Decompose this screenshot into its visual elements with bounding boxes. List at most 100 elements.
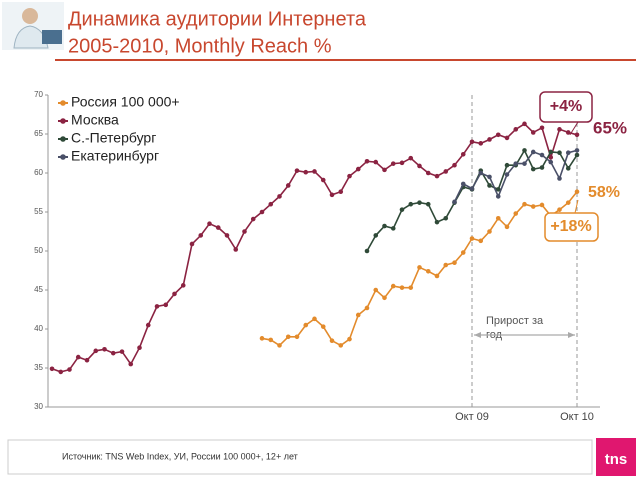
point — [347, 173, 352, 179]
legend-label: Москва — [71, 112, 119, 128]
point — [495, 132, 501, 138]
point — [574, 152, 580, 158]
point — [574, 148, 580, 153]
point — [443, 215, 449, 221]
subtitle: 2005-2010, Monthly Reach % — [68, 35, 332, 57]
point — [574, 189, 580, 195]
point — [390, 283, 396, 289]
y-tick-label: 50 — [34, 246, 43, 255]
point — [565, 166, 571, 171]
point — [119, 349, 125, 354]
point — [565, 150, 571, 156]
legend-label: Россия 100 000+ — [71, 94, 180, 110]
point — [294, 168, 300, 173]
point — [495, 215, 501, 221]
end-label: 58% — [588, 184, 620, 201]
point — [495, 194, 501, 199]
point — [487, 183, 492, 188]
point — [548, 149, 554, 155]
point — [224, 233, 230, 238]
point — [49, 366, 55, 372]
point — [373, 159, 379, 165]
point — [364, 159, 370, 164]
point — [285, 183, 291, 188]
point — [364, 248, 370, 254]
point — [84, 357, 90, 363]
point — [565, 130, 571, 135]
point — [478, 170, 484, 176]
point — [522, 161, 527, 166]
point — [530, 149, 536, 155]
point — [320, 177, 326, 183]
photo — [2, 2, 64, 50]
point — [443, 262, 449, 268]
y-tick-label: 70 — [34, 90, 43, 99]
point — [320, 324, 326, 329]
point — [425, 170, 431, 176]
point — [487, 137, 492, 142]
point — [93, 348, 99, 354]
point — [530, 130, 536, 135]
point — [382, 167, 387, 173]
point — [137, 345, 142, 351]
point — [285, 334, 291, 340]
point — [145, 322, 151, 328]
point — [460, 250, 466, 255]
point — [408, 155, 414, 161]
reference-label-bg — [559, 410, 595, 424]
series-line — [453, 149, 578, 203]
point — [460, 181, 466, 187]
point — [277, 194, 282, 199]
point — [452, 260, 457, 266]
point — [154, 304, 160, 309]
point — [303, 322, 309, 328]
callout-text: +4% — [550, 98, 582, 115]
point — [557, 150, 562, 156]
legend-marker — [60, 154, 66, 160]
point — [452, 162, 457, 168]
point — [557, 207, 562, 212]
point — [460, 151, 466, 157]
point — [215, 225, 221, 230]
point — [417, 163, 422, 169]
point — [128, 361, 134, 367]
point — [242, 229, 247, 234]
legend-marker — [60, 100, 66, 106]
y-tick-label: 30 — [34, 402, 43, 411]
callout-box — [539, 91, 593, 123]
point — [399, 207, 405, 212]
point — [530, 166, 536, 172]
point — [163, 302, 169, 308]
point — [478, 141, 484, 146]
reference-label: Окт 09 — [455, 411, 489, 423]
y-tick-label: 55 — [34, 207, 43, 216]
point — [259, 209, 265, 215]
source-box — [7, 439, 593, 475]
point — [373, 233, 379, 238]
point — [102, 346, 107, 352]
point — [425, 201, 431, 207]
point — [504, 162, 510, 168]
point — [574, 132, 580, 138]
point — [250, 216, 256, 222]
point — [469, 236, 475, 241]
point — [513, 161, 519, 166]
point — [417, 200, 422, 205]
point — [539, 165, 545, 170]
point — [417, 265, 422, 270]
point — [434, 173, 440, 179]
point — [548, 155, 554, 160]
legend-marker — [60, 136, 66, 142]
point — [478, 238, 484, 244]
point — [75, 354, 81, 360]
callout-text: +18% — [550, 218, 591, 235]
point — [469, 186, 475, 191]
point — [259, 336, 265, 341]
callout-line — [569, 121, 579, 136]
point — [355, 312, 361, 318]
y-tick-label: 45 — [34, 285, 43, 294]
end-label: 65% — [593, 118, 627, 137]
point — [303, 169, 309, 175]
legend-marker — [60, 118, 66, 124]
point — [548, 159, 554, 165]
